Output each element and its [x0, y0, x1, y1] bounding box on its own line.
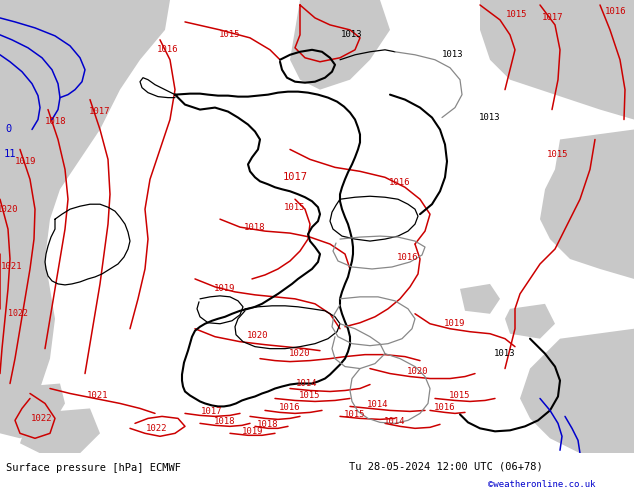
Polygon shape — [540, 129, 634, 279]
Text: 1015: 1015 — [344, 410, 366, 419]
Text: 1015: 1015 — [507, 10, 527, 20]
Text: 1015: 1015 — [450, 391, 471, 400]
Text: Tu 28-05-2024 12:00 UTC (06+78): Tu 28-05-2024 12:00 UTC (06+78) — [349, 461, 543, 471]
Text: 1014: 1014 — [296, 379, 318, 388]
Text: 1022: 1022 — [31, 414, 53, 423]
Text: 1013: 1013 — [479, 113, 501, 122]
Text: 1016: 1016 — [434, 403, 456, 412]
Text: 1020: 1020 — [0, 205, 19, 214]
Text: 1016: 1016 — [157, 45, 179, 54]
Text: 1019: 1019 — [242, 427, 264, 436]
Polygon shape — [505, 304, 555, 339]
Text: 1021: 1021 — [87, 391, 109, 400]
Text: 1020: 1020 — [407, 367, 429, 376]
Text: 1022: 1022 — [8, 309, 28, 318]
Polygon shape — [0, 0, 170, 418]
Text: 1016: 1016 — [398, 252, 418, 262]
Text: 0: 0 — [5, 124, 11, 134]
Text: 1018: 1018 — [214, 417, 236, 426]
Text: 1015: 1015 — [219, 30, 241, 39]
Polygon shape — [460, 284, 500, 314]
Text: 1022: 1022 — [146, 424, 168, 433]
Text: 1018: 1018 — [45, 117, 67, 126]
Text: ©weatheronline.co.uk: ©weatheronline.co.uk — [488, 480, 596, 489]
Text: 1013: 1013 — [341, 30, 363, 39]
Text: 1020: 1020 — [247, 331, 269, 340]
Text: 1020: 1020 — [289, 349, 311, 358]
Text: 1016: 1016 — [279, 403, 301, 412]
Text: 1019: 1019 — [444, 319, 466, 328]
Text: 1019: 1019 — [214, 284, 236, 294]
Text: 1021: 1021 — [1, 263, 23, 271]
Text: 1017: 1017 — [89, 107, 111, 116]
Text: 1015: 1015 — [299, 391, 321, 400]
Text: 1014: 1014 — [384, 417, 406, 426]
Polygon shape — [480, 0, 634, 120]
Text: 1015: 1015 — [284, 203, 306, 212]
Text: 11: 11 — [4, 149, 16, 159]
Text: 1018: 1018 — [244, 222, 266, 232]
Text: 1013: 1013 — [443, 50, 463, 59]
Polygon shape — [20, 409, 100, 453]
Polygon shape — [520, 329, 634, 458]
Text: 1019: 1019 — [15, 157, 37, 166]
Text: Surface pressure [hPa] ECMWF: Surface pressure [hPa] ECMWF — [6, 463, 181, 473]
Text: 1016: 1016 — [389, 178, 411, 187]
Text: 1016: 1016 — [605, 7, 627, 17]
Polygon shape — [290, 0, 390, 90]
Text: 1015: 1015 — [547, 150, 569, 159]
Text: 1017: 1017 — [201, 407, 223, 416]
Text: 1013: 1013 — [495, 349, 515, 358]
Polygon shape — [0, 384, 65, 439]
Text: 1017: 1017 — [283, 172, 307, 182]
Text: 1017: 1017 — [542, 13, 564, 23]
Text: 1018: 1018 — [257, 420, 279, 429]
Text: 1014: 1014 — [367, 400, 389, 409]
